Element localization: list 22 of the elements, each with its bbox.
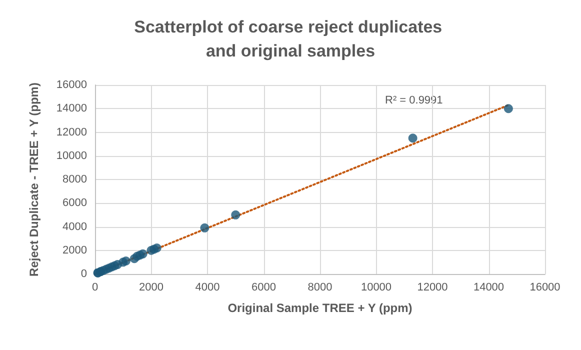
x-tick-label: 2000 (139, 282, 164, 294)
annotation: R² = 0.9991 (385, 94, 443, 106)
y-tick-label: 14000 (56, 102, 87, 115)
y-tick-label: 4000 (62, 220, 87, 233)
y-tick-label: 10000 (56, 150, 87, 162)
y-tick-label: 2000 (62, 244, 87, 256)
y-tick-label: 12000 (56, 126, 87, 138)
x-tick-label: 4000 (195, 282, 220, 294)
y-axis-title: Reject Duplicate - TREE + Y (ppm) (27, 82, 41, 276)
x-tick-label: 8000 (308, 282, 332, 294)
y-tick-label: 16000 (56, 79, 87, 91)
y-tick-label: 0 (80, 268, 87, 280)
chart-title: Scatterplot of coarse reject duplicates and original samples (134, 18, 447, 60)
x-axis-title: Original Sample TREE + Y (ppm) (228, 301, 412, 315)
y-tick-label: 6000 (62, 197, 87, 210)
y-tick-label: 8000 (62, 174, 87, 186)
x-tick-label: 14000 (473, 282, 504, 294)
x-tick-label: 0 (92, 282, 98, 294)
x-tick-label: 6000 (252, 282, 276, 294)
x-tick-label: 12000 (417, 282, 448, 294)
x-tick-label: 16000 (530, 282, 560, 294)
x-tick-label: 10000 (360, 282, 392, 294)
